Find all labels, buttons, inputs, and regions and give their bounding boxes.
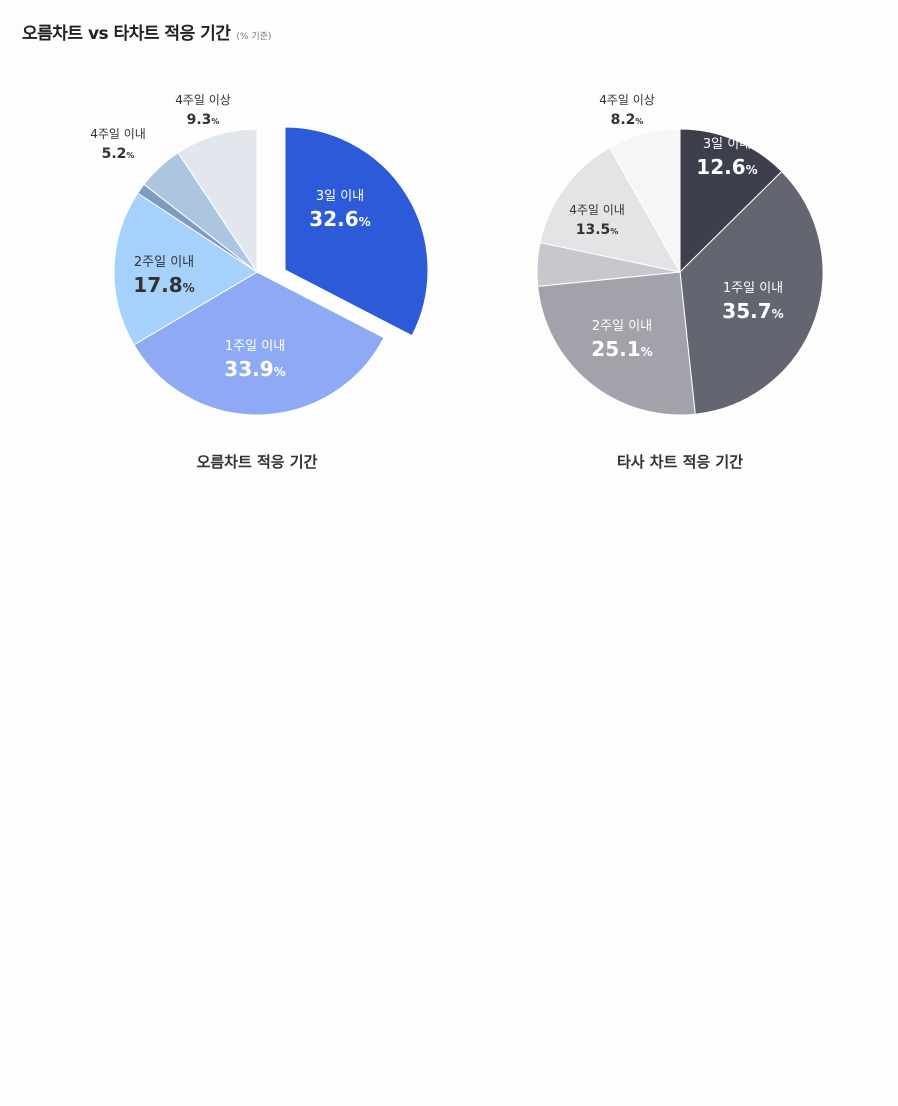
unit-note: (% 기준) bbox=[236, 32, 272, 42]
slice-label-1주일-이내: 1주일 이내 bbox=[225, 339, 285, 354]
slice-value-4주일-이상: 8.2% bbox=[611, 112, 644, 128]
slice-value-2주일-이내: 25.1% bbox=[591, 337, 652, 361]
pie-slice-2주일-이내 bbox=[113, 192, 258, 346]
slice-label-3일-이내: 3일 이내 bbox=[703, 137, 751, 152]
slice-value-4주일-이내: 13.5% bbox=[576, 222, 619, 238]
slice-value-3일-이내: 12.6% bbox=[696, 155, 757, 179]
slice-label-1주일-이내: 1주일 이내 bbox=[723, 281, 783, 296]
pie-slice-1주일-이내 bbox=[679, 170, 824, 415]
slice-value-4주일-이상: 9.3% bbox=[187, 112, 220, 128]
pie-slice-2주일-이내 bbox=[537, 271, 696, 416]
chart-title: 타사 차트 적응 기간 bbox=[617, 453, 743, 471]
slice-label-2주일-이내: 2주일 이내 bbox=[592, 319, 652, 334]
pie-slice-4주일-이내 bbox=[539, 146, 681, 273]
slice-label-4주일-이내: 4주일 이내 bbox=[569, 203, 625, 217]
slice-value-1주일-이내: 33.9% bbox=[224, 357, 285, 381]
slice-value-3일-이내: 32.6% bbox=[309, 207, 370, 231]
slice-label-2주일-이내: 2주일 이내 bbox=[134, 255, 194, 270]
page-title: 오름차트 vs 타차트 적응 기간 bbox=[22, 24, 231, 44]
pie-slice-3일-이내 bbox=[284, 126, 429, 337]
slice-value-4주일-이내: 5.2% bbox=[102, 146, 135, 162]
slice-value-2주일-이내: 17.8% bbox=[133, 273, 194, 297]
chart-title: 오름차트 적응 기간 bbox=[197, 453, 318, 471]
slice-label-4주일-이상: 4주일 이상 bbox=[599, 93, 655, 107]
slice-label-4주일-이상: 4주일 이상 bbox=[175, 93, 231, 107]
slice-label-4주일-이내: 4주일 이내 bbox=[90, 127, 146, 141]
slice-label-3일-이내: 3일 이내 bbox=[316, 189, 364, 204]
slice-value-1주일-이내: 35.7% bbox=[722, 299, 783, 323]
pie-chart-1: 3일 이내 32.6% 1주일 이내 33.9% 2주일 이내 17.8% 4주일 이내 5.… bbox=[90, 93, 429, 471]
pie-slice-4주일-이상 bbox=[608, 128, 681, 274]
pie-slice-3일-이내 bbox=[679, 128, 783, 274]
pie-slice-1주일-이내 bbox=[133, 271, 385, 416]
chart-header: 오름차트 vs 타차트 적응 기간 (% 기준) bbox=[22, 19, 271, 44]
pie-chart-2: 3일 이내 12.6% 1주일 이내 35.7% 2주일 이내 25.1% 4주일 이내 13… bbox=[536, 93, 824, 471]
pie-slice-4주일-이상 bbox=[177, 128, 258, 274]
